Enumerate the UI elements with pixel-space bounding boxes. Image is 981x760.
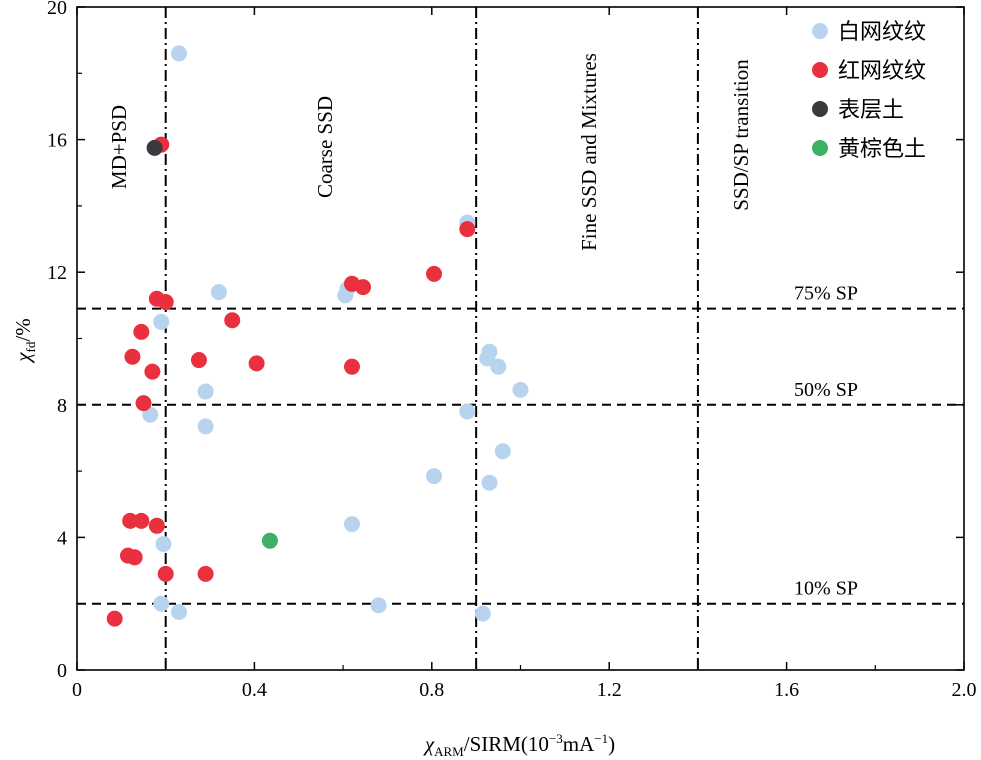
data-point — [190, 352, 207, 369]
sp-line-label: 10% SP — [794, 578, 858, 600]
legend-label: 表层土 — [838, 98, 904, 123]
y-tick-label: 16 — [47, 130, 67, 152]
data-point — [197, 565, 214, 582]
data-point — [142, 406, 159, 423]
data-point — [479, 350, 496, 367]
region-labels: MD+PSD Coarse SSD Fine SSD and Mixtures SSD… — [107, 53, 858, 600]
data-point — [210, 284, 227, 301]
reference-lines — [77, 7, 964, 670]
legend-marker — [812, 140, 828, 156]
data-point — [224, 312, 241, 329]
x-axis-label: χARM/SIRM(10−3mA−1) — [423, 731, 615, 759]
data-point — [494, 443, 511, 460]
data-points — [106, 45, 529, 627]
x-tick-label: 0.8 — [419, 679, 444, 701]
data-point — [474, 605, 491, 622]
legend-label: 红网纹纹 — [838, 59, 926, 84]
region-label: MD+PSD — [107, 105, 131, 189]
data-point — [343, 516, 360, 533]
data-point — [148, 517, 165, 534]
data-point — [355, 279, 372, 296]
data-point — [261, 532, 278, 549]
data-point — [370, 597, 387, 614]
x-tick-label: 1.2 — [597, 679, 622, 701]
legend-label: 黄棕色土 — [838, 137, 926, 162]
axis-ticks: 0 0.4 0.8 1.2 1.6 2.0 0 4 8 12 16 20 — [47, 0, 977, 701]
x-tick-label: 2.0 — [952, 679, 977, 701]
region-label: Fine SSD and Mixtures — [577, 53, 601, 251]
y-tick-label: 4 — [57, 527, 67, 549]
data-point — [126, 549, 143, 566]
y-tick-label: 12 — [47, 262, 67, 284]
data-point — [343, 358, 360, 375]
data-point — [144, 363, 161, 380]
data-point — [146, 139, 163, 156]
data-point — [155, 536, 172, 553]
data-point — [459, 221, 476, 238]
legend-label: 白网纹纹 — [838, 20, 926, 45]
data-point — [171, 603, 188, 620]
data-point — [157, 565, 174, 582]
data-point — [490, 358, 507, 375]
data-point — [426, 468, 443, 485]
sp-line-label: 50% SP — [794, 379, 858, 401]
region-label: SSD/SP transition — [729, 59, 753, 211]
data-point — [122, 512, 139, 529]
data-point — [426, 265, 443, 282]
data-point — [481, 474, 498, 491]
region-label: Coarse SSD — [313, 96, 337, 198]
y-tick-label: 8 — [57, 395, 67, 417]
data-point — [133, 323, 150, 340]
data-point — [124, 348, 141, 365]
y-axis-label: χfd/% — [11, 318, 38, 363]
x-tick-label: 0.4 — [242, 679, 267, 701]
data-point — [512, 381, 529, 398]
data-point — [197, 418, 214, 435]
y-tick-label: 20 — [47, 0, 67, 19]
data-point — [157, 294, 174, 311]
data-point — [459, 403, 476, 420]
data-point — [135, 395, 152, 412]
data-point — [153, 595, 170, 612]
data-point — [171, 45, 188, 62]
legend-marker — [812, 62, 828, 78]
legend-marker — [812, 101, 828, 117]
data-point — [153, 313, 170, 330]
data-point — [133, 512, 150, 529]
legend-marker — [812, 23, 828, 39]
data-point — [106, 610, 123, 627]
x-tick-label: 0 — [72, 679, 82, 701]
y-tick-label: 0 — [57, 660, 67, 682]
data-point — [248, 355, 265, 372]
x-tick-label: 1.6 — [774, 679, 799, 701]
data-point — [197, 383, 214, 400]
sp-line-label: 75% SP — [794, 283, 858, 305]
